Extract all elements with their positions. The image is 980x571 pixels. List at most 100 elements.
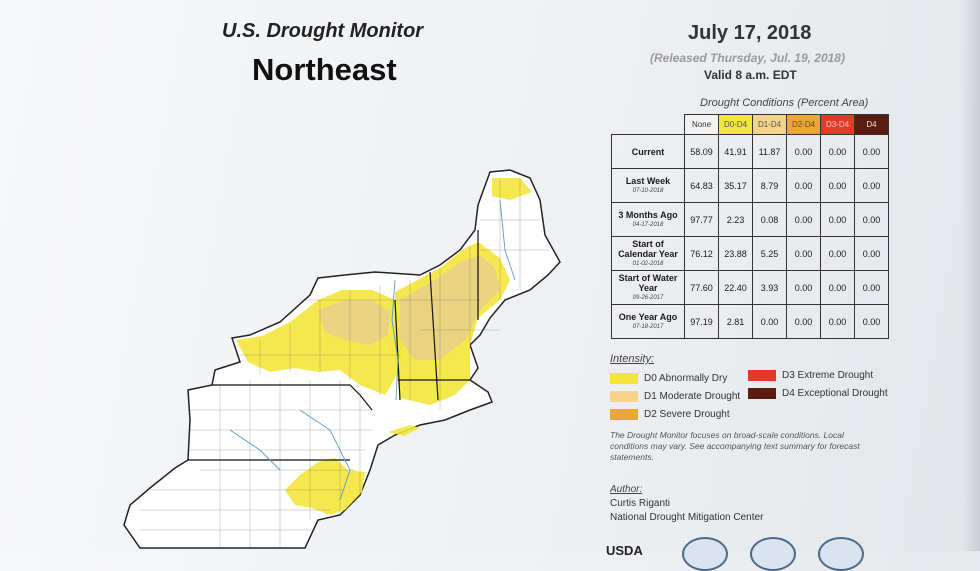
cell: 0.00 [820,236,855,271]
agency-seal-icon [750,537,796,571]
cell: 58.09 [684,134,719,169]
cell: 77.60 [684,270,719,305]
legend-swatch [748,370,776,381]
region-title: Northeast [252,52,397,87]
table-row: Last Week 07-10-2018 64.83 35.17 8.79 0.0… [611,168,889,203]
legend-item-d3: D3 Extreme Drought [748,370,873,381]
cell: 0.00 [786,236,821,271]
author-heading: Author: [610,484,643,495]
legend-swatch [610,409,638,420]
cell: 2.81 [718,304,753,339]
author-block: Curtis Riganti National Drought Mitigati… [610,497,763,525]
legend-swatch [610,391,638,402]
cell: 0.00 [752,304,787,339]
state-borders [188,230,479,461]
valid-time: Valid 8 a.m. EDT [704,68,797,82]
legend-label: D3 Extreme Drought [782,370,874,381]
cell: 35.17 [718,168,753,203]
d0-area-longisland [388,425,420,436]
d0-area-south [285,458,365,515]
d1-area-ne [400,255,500,360]
cell: 0.00 [786,168,821,203]
cell: 0.00 [786,304,821,339]
col-header-d3-d4: D3-D4 [820,114,855,135]
table-header-row: None D0-D4 D1-D4 D2-D4 D3-D4 D4 [612,114,889,135]
conditions-table: None D0-D4 D1-D4 D2-D4 D3-D4 D4 Current … [611,114,889,339]
cell: 76.12 [684,236,719,271]
cell: 23.88 [718,236,753,271]
row-label-3-months-ago: 3 Months Ago 04-17-2018 [611,202,685,237]
d1-area-ny [318,300,390,345]
row-date: 07-18-2017 [632,323,664,330]
map-date: July 17, 2018 [688,22,812,44]
cell: 3.93 [752,270,787,305]
author-org: National Drought Mitigation Center [610,512,764,523]
table-row: Start of Water Year 09-26-2017 77.60 22.4… [611,270,889,305]
cell: 0.00 [820,134,855,169]
table-row: Current 58.09 41.91 11.87 0.00 0.00 0.00 [611,134,889,169]
col-header-d4: D4 [854,114,889,135]
col-header-none: None [684,114,719,135]
row-label-start-of-calendar-year: Start of Calendar Year 01-02-2018 [611,236,685,271]
ndmc-seal-icon [818,537,864,571]
col-header-d0-d4: D0-D4 [718,114,753,135]
cell: 0.00 [820,270,855,305]
cell: 41.91 [718,134,753,169]
cell: 64.83 [684,168,719,203]
cell: 0.00 [820,202,855,237]
table-row: 3 Months Ago 04-17-2018 97.77 2.23 0.08 0… [611,202,889,237]
row-label-one-year-ago: One Year Ago 07-18-2017 [611,304,685,339]
cell: 0.00 [786,202,821,237]
row-label-last-week: Last Week 07-10-2018 [611,168,685,203]
county-lines [140,178,550,548]
cell: 0.00 [854,270,889,305]
cell: 0.00 [854,202,889,237]
row-date: 04-17-2018 [632,221,664,228]
legend-item-d4: D4 Exceptional Drought [748,388,888,399]
cell: 2.23 [718,202,753,237]
row-date: 09-26-2017 [632,294,664,301]
row-date: 07-10-2018 [632,187,664,194]
legend-title: Intensity: [610,353,655,365]
table-row: One Year Ago 07-18-2017 97.19 2.81 0.00 0… [611,304,889,339]
cell: 0.00 [854,236,889,271]
release-date: (Released Thursday, Jul. 19, 2018) [650,51,845,65]
cell: 0.00 [854,134,889,169]
cell: 22.40 [718,270,753,305]
row-label-start-of-water-year: Start of Water Year 09-26-2017 [611,270,685,305]
cell: 0.08 [752,202,787,237]
legend-label: D1 Moderate Drought [644,391,741,402]
legend-item-d1: D1 Moderate Drought [610,391,740,402]
cell: 5.25 [752,236,787,271]
cell: 8.79 [752,168,787,203]
row-label-current: Current [611,134,685,169]
cell: 11.87 [752,134,787,169]
legend-label: D4 Exceptional Drought [782,388,888,399]
author-name: Curtis Riganti [610,498,671,509]
monitor-title: U.S. Drought Monitor [222,20,424,42]
d0-area-maine [492,178,532,200]
drought-map [123,169,561,549]
row-date: 01-02-2018 [632,260,664,267]
conditions-title: Drought Conditions (Percent Area) [700,97,869,109]
cell: 97.77 [684,202,719,237]
cell: 0.00 [820,168,855,203]
legend-item-d2: D2 Severe Drought [610,409,730,420]
legend-label: D0 Abnormally Dry [644,373,728,384]
legend-swatch [610,373,638,384]
disclaimer-note: The Drought Monitor focuses on broad-sca… [610,430,860,462]
table-row: Start of Calendar Year 01-02-2018 76.12 2… [611,236,889,271]
cell: 0.00 [854,168,889,203]
page-edge-shadow [962,0,980,551]
cell: 0.00 [786,134,821,169]
agency-seal-icon [682,537,728,571]
col-header-d2-d4: D2-D4 [786,114,821,135]
cell: 97.19 [684,304,719,339]
cell: 0.00 [820,304,855,339]
rivers [229,199,516,501]
cell: 0.00 [854,304,889,339]
legend-item-d0: D0 Abnormally Dry [610,373,727,384]
legend-label: D2 Severe Drought [644,409,730,420]
legend-swatch [748,388,776,399]
col-header-d1-d4: D1-D4 [752,114,787,135]
